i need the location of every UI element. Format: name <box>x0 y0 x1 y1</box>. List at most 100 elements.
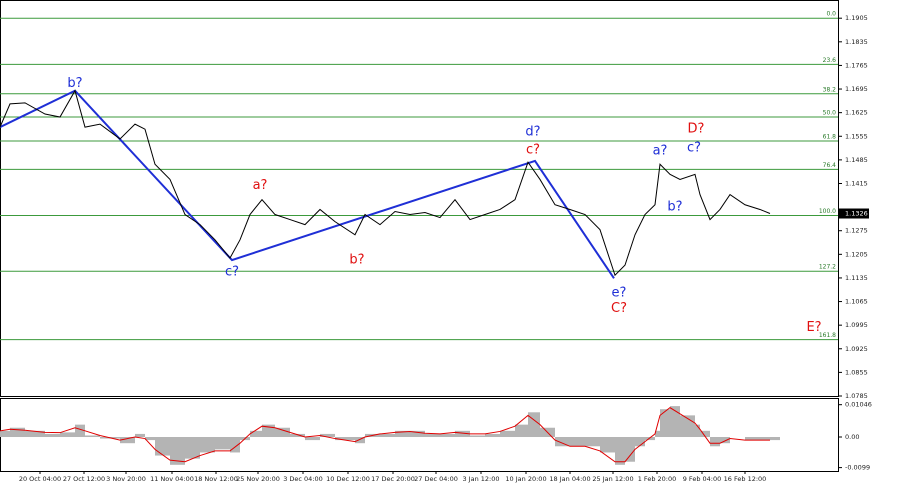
histogram-bar <box>145 437 155 441</box>
x-tick-label: 16 Feb 12:00 <box>724 475 767 483</box>
fib-label: 161.8 <box>819 332 836 339</box>
histogram-bar <box>170 437 185 465</box>
histogram-bar <box>570 437 585 447</box>
fib-label: 100.0 <box>819 208 836 215</box>
histogram-bar <box>75 424 85 438</box>
x-tick-label: 18 Nov 12:00 <box>194 475 238 483</box>
histogram-bar <box>10 427 25 438</box>
wave-annotation: c? <box>687 141 701 156</box>
histogram-bar <box>275 427 290 438</box>
histogram-bar <box>655 430 660 438</box>
wave-annotation: c? <box>526 143 540 158</box>
histogram-bar <box>250 430 262 438</box>
fib-label: 127.2 <box>819 264 836 271</box>
y-tick-label: 1.1835 <box>845 38 868 46</box>
histogram-bar <box>425 433 440 438</box>
x-tick-label: 25 Nov 20:00 <box>236 475 280 483</box>
histogram-bar <box>200 437 215 453</box>
y-tick-label: 1.1275 <box>845 227 868 235</box>
wave-annotation: a? <box>653 144 668 159</box>
histogram-bar <box>670 406 680 438</box>
histogram-bar <box>695 424 700 438</box>
y-tick-label: 1.1555 <box>845 132 868 140</box>
current-price-label: 1.1326 <box>845 210 868 218</box>
histogram-bar <box>410 430 425 438</box>
x-tick-label: 25 Jan 12:00 <box>592 475 633 483</box>
y-tick-label: 1.1065 <box>845 298 868 306</box>
histogram-bar <box>355 437 365 444</box>
histogram-bar <box>440 433 455 438</box>
y-tick-label: 1.1765 <box>845 61 868 69</box>
histogram-bar <box>615 437 625 465</box>
histogram-bar <box>60 432 75 438</box>
histogram-bar <box>395 430 410 438</box>
histogram-bar <box>135 433 145 438</box>
histogram-bar <box>625 437 635 462</box>
histogram-bar <box>720 437 730 444</box>
histogram-bar <box>0 430 10 438</box>
y-tick-label: 0.01046 <box>845 401 872 409</box>
x-tick-label: 3 Dec 04:00 <box>283 475 323 483</box>
histogram-bar <box>45 433 60 438</box>
wave-annotation: d? <box>525 124 540 139</box>
wave-annotation: C? <box>611 301 627 316</box>
y-tick-label: -0.0099 <box>845 464 870 472</box>
current-price-tag <box>839 208 869 219</box>
histogram-bar <box>185 437 200 459</box>
price-panel-frame <box>0 0 839 397</box>
x-tick-label: 3 Nov 20:00 <box>106 475 146 483</box>
histogram-bar <box>290 433 305 438</box>
y-tick-label: 1.1625 <box>845 109 868 117</box>
histogram-bar <box>25 430 45 438</box>
histogram-bar <box>585 437 600 447</box>
wave-annotation: e? <box>612 286 627 301</box>
histogram-bar <box>700 430 710 438</box>
wave-annotation: b? <box>349 253 364 268</box>
histogram-bar <box>320 433 335 438</box>
histogram-bar <box>305 437 320 441</box>
price-line <box>0 89 771 277</box>
y-tick-label: 1.1485 <box>845 156 868 164</box>
y-tick-label: 1.1695 <box>845 85 868 93</box>
histogram-bar <box>470 435 485 438</box>
x-tick-label: 9 Feb 04:00 <box>683 475 722 483</box>
y-tick-label: 1.1905 <box>845 14 868 22</box>
fib-label: 38.2 <box>823 86 837 93</box>
y-tick-label: 1.0855 <box>845 368 868 376</box>
wave-annotation: c? <box>225 265 239 280</box>
y-tick-label: 0.00 <box>845 433 859 441</box>
histogram-bar <box>600 437 615 453</box>
x-tick-label: 10 Jan 20:00 <box>505 475 546 483</box>
histogram-bar <box>455 430 470 438</box>
histogram-bar <box>380 433 395 438</box>
fib-label: 76.4 <box>823 162 837 169</box>
fib-label: 23.6 <box>823 57 837 64</box>
histogram-bar <box>710 437 720 447</box>
x-tick-label: 10 Dec 12:00 <box>326 475 370 483</box>
fib-label: 50.0 <box>823 110 837 117</box>
y-tick-label: 1.0995 <box>845 321 868 329</box>
histogram-bar <box>645 437 655 441</box>
wave-annotation: D? <box>688 122 705 137</box>
y-tick-label: 1.0925 <box>845 345 868 353</box>
wave-annotation: a? <box>253 178 268 193</box>
histogram-bar <box>515 424 528 438</box>
x-tick-label: 27 Oct 12:00 <box>63 475 105 483</box>
y-tick-label: 1.0785 <box>845 392 868 400</box>
wave-annotation: b? <box>67 76 82 91</box>
x-tick-label: 17 Dec 20:00 <box>371 475 415 483</box>
histogram-bar <box>155 437 170 456</box>
histogram-bar <box>770 437 780 441</box>
histogram-bar <box>660 409 670 438</box>
histogram-bar <box>760 437 770 441</box>
y-tick-label: 1.1205 <box>845 250 868 258</box>
histogram-bar <box>215 437 230 450</box>
histogram-bar <box>635 437 645 447</box>
y-tick-label: 1.1135 <box>845 274 868 282</box>
x-tick-label: 3 Jan 12:00 <box>462 475 499 483</box>
x-tick-label: 18 Jan 04:00 <box>549 475 590 483</box>
x-tick-label: 1 Feb 20:00 <box>638 475 677 483</box>
histogram-bar <box>335 437 355 441</box>
fib-label: 0.0 <box>826 11 836 18</box>
